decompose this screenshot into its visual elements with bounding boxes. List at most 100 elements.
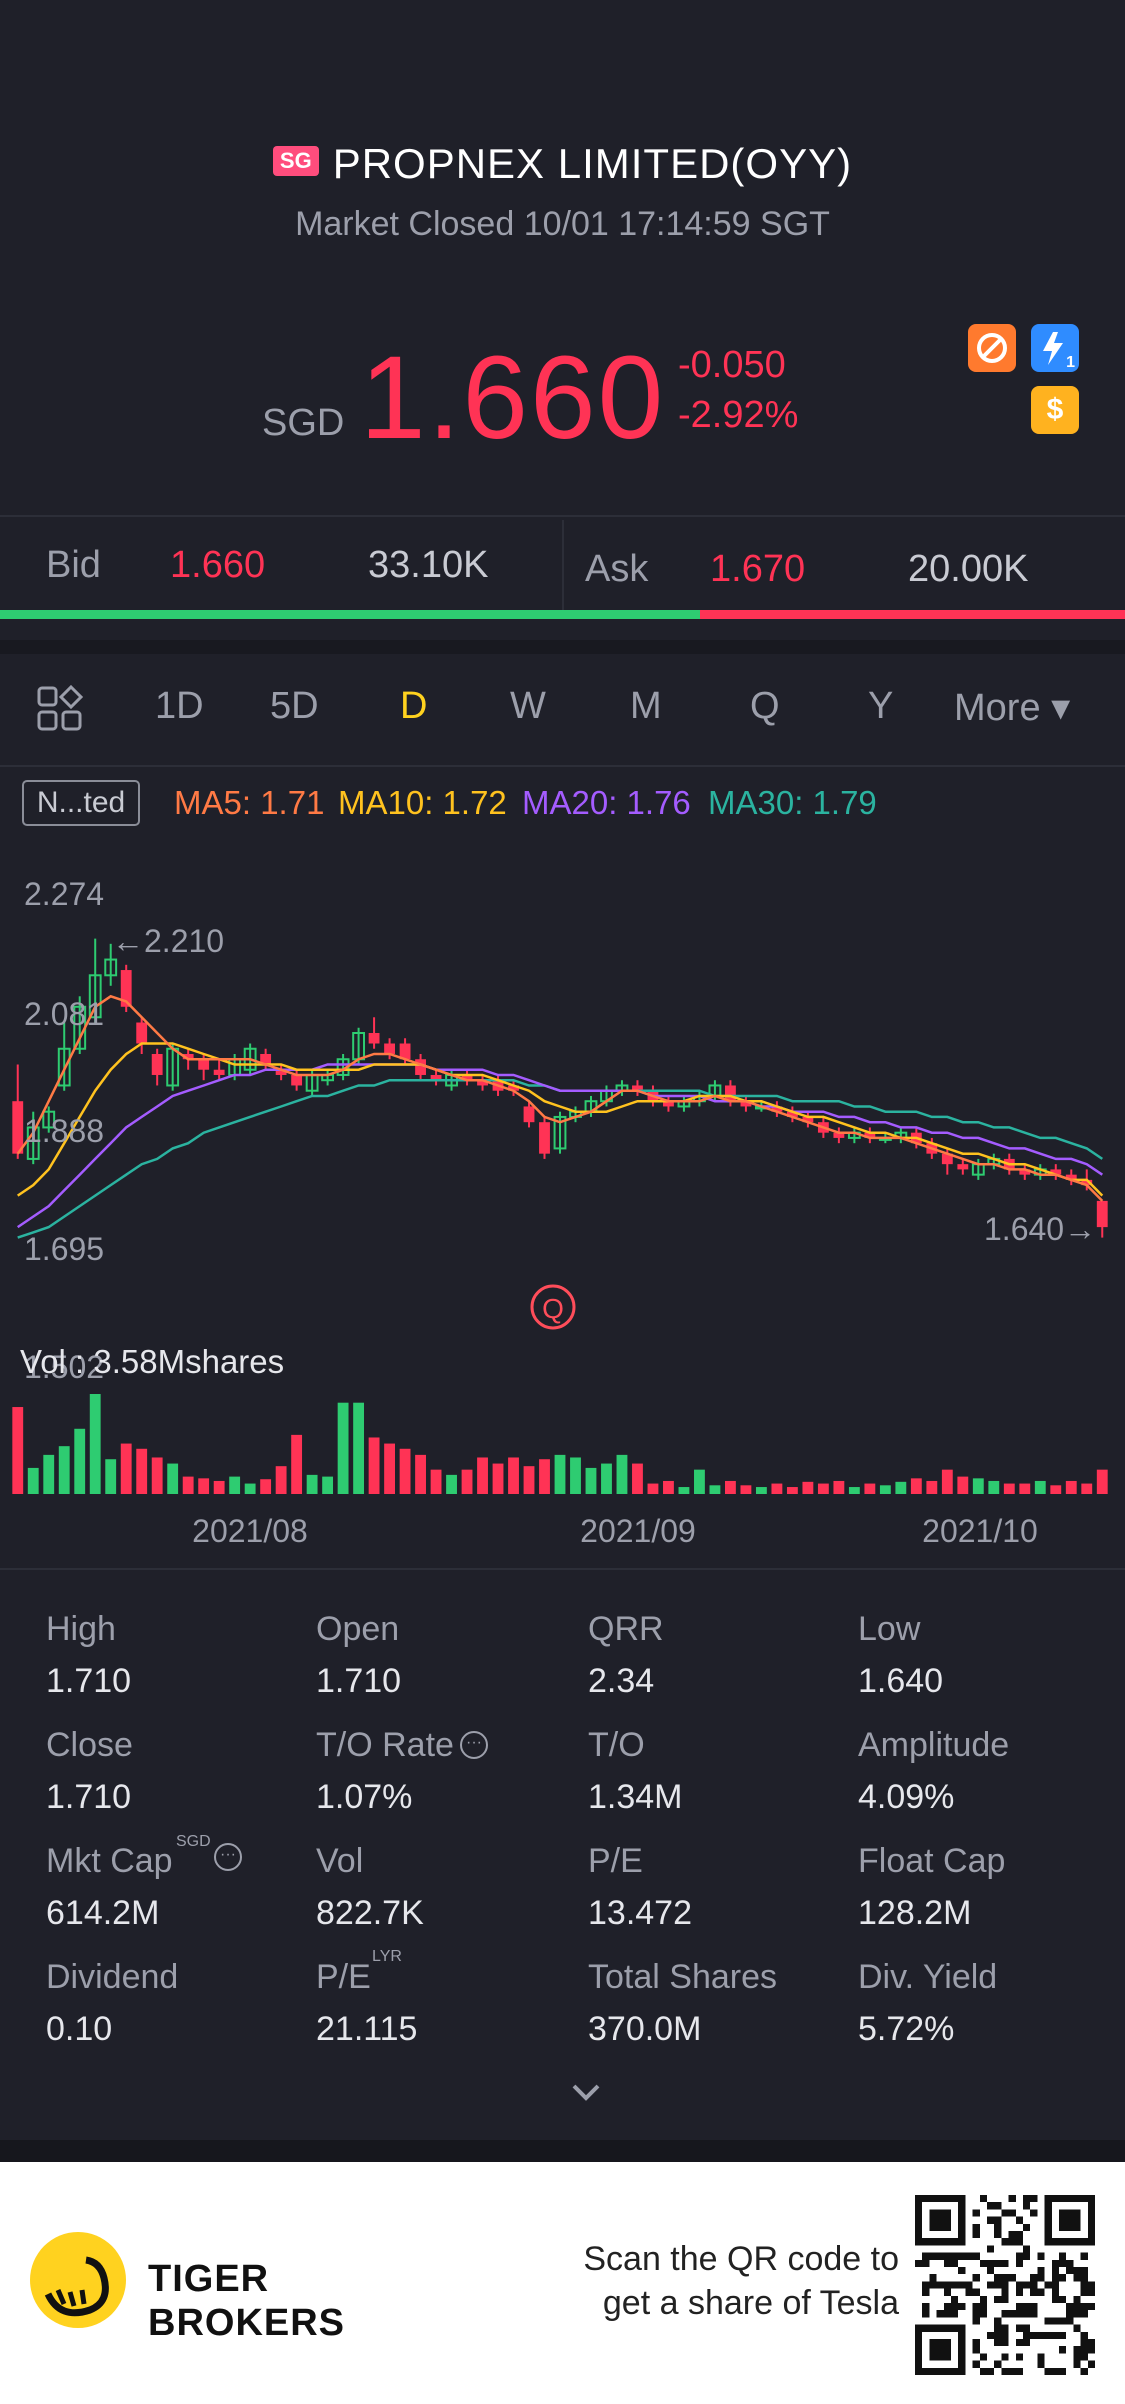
volume-bar [89, 1394, 101, 1494]
chart-settings-icon[interactable] [36, 684, 84, 738]
tab-w[interactable]: W [510, 685, 546, 727]
candle-body [725, 1085, 736, 1102]
volume-bar [678, 1487, 690, 1494]
tab-y[interactable]: Y [868, 685, 894, 727]
candle-body [136, 1022, 148, 1044]
expand-chevron-icon[interactable] [566, 2080, 606, 2111]
stat-label: P/E [588, 1842, 643, 1880]
market-status: Market Closed 10/01 17:14:59 SGT [295, 205, 830, 243]
ma30-value: MA30: 1.79 [708, 784, 877, 821]
candle-body [42, 1110, 56, 1129]
event-q-letter: Q [542, 1293, 564, 1324]
volume-bar [136, 1448, 148, 1494]
stat-label: Dividend [46, 1958, 179, 1996]
lightning-badge-icon[interactable]: 1 [1031, 324, 1079, 372]
event-q-circle [530, 1284, 576, 1330]
volume-bar [957, 1476, 969, 1494]
stat-label: Mkt Cap [46, 1842, 173, 1880]
y-axis-label: 1.888 [24, 1113, 104, 1149]
volume-bar [725, 1480, 736, 1494]
volume-label: Vol : 3.58Mshares [20, 1343, 284, 1380]
stat-label: QRR [588, 1610, 664, 1648]
tab-m[interactable]: M [630, 685, 662, 727]
volume-bar [105, 1459, 117, 1494]
candle-body [1065, 1174, 1077, 1180]
bid-price: 1.660 [170, 544, 266, 586]
candle-body [1081, 1179, 1093, 1186]
dollar-badge-icon[interactable]: $ [1031, 386, 1079, 434]
tab-q[interactable]: Q [750, 685, 780, 727]
stat-value: 1.710 [46, 1662, 132, 1700]
y-axis-label: 1.695 [24, 1231, 104, 1267]
adjust-mode-button[interactable]: N...ted [22, 780, 140, 826]
volume-bar [260, 1479, 272, 1494]
stat-label: Amplitude [858, 1726, 1010, 1764]
volume-bar [972, 1478, 984, 1494]
candle-body [461, 1074, 473, 1081]
volume-bar [523, 1466, 535, 1494]
volume-bar [709, 1485, 721, 1494]
candle-body [786, 1111, 798, 1117]
promo-text-line2: get a share of Tesla [602, 2284, 899, 2322]
volume-bar [291, 1434, 303, 1494]
volume-bar [570, 1457, 581, 1494]
no-shorting-icon[interactable] [968, 324, 1016, 372]
y-axis-label: 1.502 [24, 1349, 104, 1385]
volume-bar [74, 1428, 86, 1494]
stat-label: T/O Rate [316, 1726, 454, 1764]
price-change-pct: -2.92% [678, 394, 799, 436]
volume-bar [399, 1448, 411, 1494]
candlestick-chart[interactable]: 2.274 2.081 1.888 1.695 1.502 ←2.210 1.640→ Q Vo… [0, 860, 1125, 1560]
candle-body [833, 1132, 845, 1138]
candle-body [523, 1106, 535, 1123]
candle-body [213, 1069, 225, 1075]
volume-bar [213, 1480, 225, 1494]
volume-bar [430, 1469, 442, 1494]
volume-bar [368, 1437, 380, 1494]
x-axis-label: 2021/08 [192, 1513, 308, 1549]
candle-body [430, 1074, 442, 1081]
ma10-value: MA10: 1.72 [338, 784, 507, 821]
stat-value: 4.09% [858, 1778, 955, 1816]
candle-body [120, 970, 132, 1007]
volume-bar [663, 1480, 674, 1494]
stat-value: 1.710 [316, 1662, 402, 1700]
tab-5d[interactable]: 5D [270, 685, 319, 727]
tab-d[interactable]: D [400, 685, 428, 727]
candle-body [1019, 1169, 1031, 1175]
bid-label: Bid [46, 544, 101, 586]
volume-bar [941, 1469, 953, 1494]
candle-body [182, 1053, 194, 1060]
stat-label: T/O [588, 1726, 645, 1764]
volume-bar [786, 1487, 798, 1494]
volume-bar [275, 1466, 287, 1494]
stat-value: 1.07% [316, 1778, 413, 1816]
volume-bar [864, 1483, 876, 1494]
volume-bar [1003, 1483, 1015, 1494]
candle-body [539, 1122, 550, 1154]
pe-lyr-superscript: LYR [372, 1948, 402, 1965]
y-axis-label: 2.081 [24, 996, 104, 1032]
stat-value: 0.10 [46, 2010, 113, 2048]
tab-1d[interactable]: 1D [155, 685, 204, 727]
tab-more[interactable]: More ▾ [954, 687, 1071, 729]
volume-bar [694, 1469, 705, 1494]
volume-bar [848, 1487, 860, 1494]
mkt-cap-currency-superscript: SGD [176, 1833, 211, 1850]
ma20-value: MA20: 1.76 [522, 784, 691, 821]
qr-code[interactable] [915, 2195, 1095, 2375]
brand-name-line2: BROKERS [148, 2302, 346, 2344]
volume-bar [182, 1476, 194, 1494]
info-icon[interactable]: ··· [214, 1843, 242, 1871]
volume-bar [229, 1476, 241, 1494]
tiger-logo-icon [30, 2232, 126, 2328]
volume-bar [58, 1446, 70, 1494]
stat-value: 1.34M [588, 1778, 683, 1816]
info-icon[interactable]: ··· [460, 1731, 488, 1759]
ma10-line [16, 1042, 1104, 1197]
divider [0, 515, 1125, 517]
volume-bar [647, 1483, 659, 1494]
stat-label: Total Shares [588, 1958, 777, 1996]
stat-value: 1.710 [46, 1778, 132, 1816]
volume-bar [306, 1474, 318, 1494]
